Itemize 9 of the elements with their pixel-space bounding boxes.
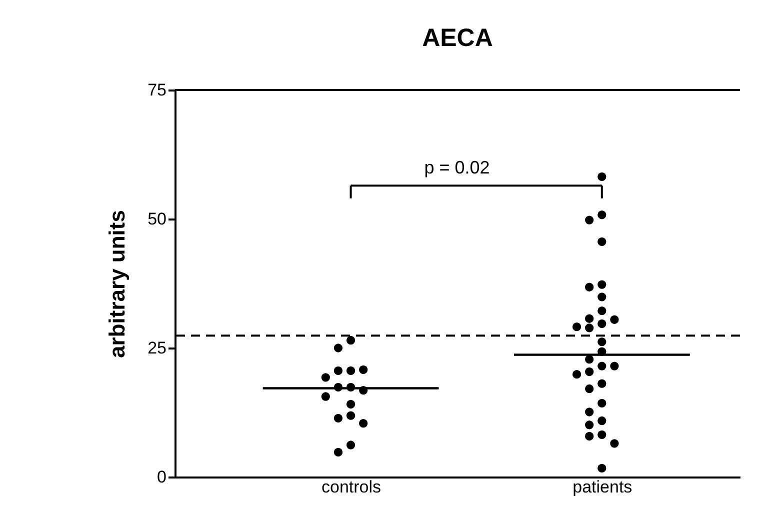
y-axis-title: arbitrary units [104, 210, 130, 358]
chart-title: AECA [422, 24, 493, 52]
y-tick-label: 75 [148, 80, 166, 100]
annotation: p = 0.02 [424, 158, 490, 178]
y-tick-label: 25 [148, 338, 166, 358]
x-tick-label: patients [572, 478, 632, 496]
y-tick-label: 0 [157, 468, 166, 486]
y-tick-label: 50 [148, 210, 166, 228]
x-tick-label: controls [322, 478, 382, 496]
